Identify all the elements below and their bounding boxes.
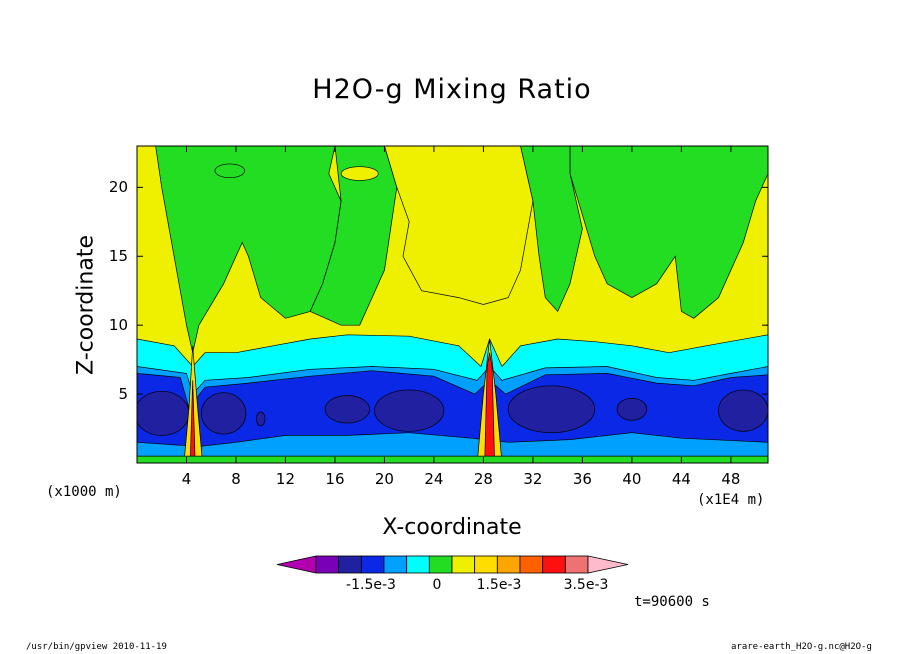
colorbar-cell bbox=[451, 555, 476, 574]
y-tick-label: 5 bbox=[118, 385, 128, 404]
colorbar-cell bbox=[338, 555, 362, 574]
colorbar-cell bbox=[428, 555, 453, 574]
x-tick-label: 24 bbox=[424, 470, 444, 488]
plume-right-core bbox=[484, 352, 495, 463]
colorbar-cell bbox=[542, 555, 566, 574]
blob-darkblue-2 bbox=[200, 392, 247, 435]
x-unit-label: (x1000 m) bbox=[46, 484, 122, 500]
x-tick-label: 28 bbox=[473, 470, 493, 488]
x-tick-label: 12 bbox=[275, 470, 296, 488]
blob-darkblue-5 bbox=[507, 385, 596, 434]
time-label: t=90600 s bbox=[634, 594, 710, 610]
blob-green-top bbox=[214, 163, 245, 179]
x-axis-label: X-coordinate bbox=[382, 515, 522, 540]
colorbar-cell bbox=[496, 555, 521, 574]
footer-right-note: arare-earth_H2O-g.nc@H2O-g bbox=[731, 642, 872, 652]
region-green-bottom bbox=[137, 455, 768, 463]
colorbar-cell bbox=[564, 555, 589, 574]
colorbar-tick-label: 0 bbox=[432, 577, 442, 593]
footer-left-note: /usr/bin/gpview 2010-11-19 bbox=[26, 642, 167, 652]
colorbar-cell bbox=[519, 555, 544, 574]
x-tick-label: 32 bbox=[523, 470, 543, 488]
y-tick-label: 10 bbox=[108, 316, 128, 335]
x-tick-label: 16 bbox=[325, 470, 345, 488]
colorbar-cell bbox=[406, 555, 430, 574]
plot-frame bbox=[136, 145, 769, 464]
x-tick-label: 44 bbox=[671, 470, 691, 488]
y-tick-label: 15 bbox=[108, 247, 128, 266]
x-tick-label: 8 bbox=[231, 470, 241, 488]
blob-yellow-top bbox=[340, 166, 379, 181]
colorbar-cell bbox=[360, 555, 385, 574]
colorbar-cell bbox=[315, 555, 340, 574]
x-unit-label-2: (x1E4 m) bbox=[697, 492, 765, 508]
region-yellow-central bbox=[384, 146, 534, 305]
colorbar-cell bbox=[383, 555, 408, 574]
region-green-tower-right bbox=[520, 146, 583, 313]
blob-darkblue-3 bbox=[324, 395, 370, 424]
x-tick-label: 36 bbox=[572, 470, 592, 488]
y-axis-label: Z-coordinate bbox=[73, 235, 99, 375]
x-tick-label: 48 bbox=[721, 470, 741, 488]
colorbar-tick-label: 3.5e-3 bbox=[563, 577, 609, 593]
plume-left-core bbox=[189, 380, 196, 463]
x-tick-label: 20 bbox=[374, 470, 394, 488]
chart-title: H2O-g Mixing Ratio bbox=[312, 74, 592, 105]
blob-darkblue-4 bbox=[374, 389, 445, 432]
region-green bbox=[137, 146, 768, 463]
x-tick-label: 4 bbox=[181, 470, 192, 488]
x-tick-label: 40 bbox=[622, 470, 642, 488]
colorbar-cell bbox=[474, 555, 498, 574]
y-tick-label: 20 bbox=[108, 178, 128, 197]
colorbar-tick-label: -1.5e-3 bbox=[346, 577, 396, 593]
colorbar-cell bbox=[276, 555, 317, 574]
blob-darkblue-6 bbox=[616, 397, 648, 421]
blob-darkblue-1 bbox=[137, 390, 190, 436]
colorbar-tick-label: 1.5e-3 bbox=[476, 577, 522, 593]
colorbar-cell bbox=[587, 555, 629, 574]
region-blue bbox=[137, 370, 768, 447]
blob-darkblue-7 bbox=[718, 389, 768, 432]
blob-darkblue-8 bbox=[256, 411, 266, 427]
